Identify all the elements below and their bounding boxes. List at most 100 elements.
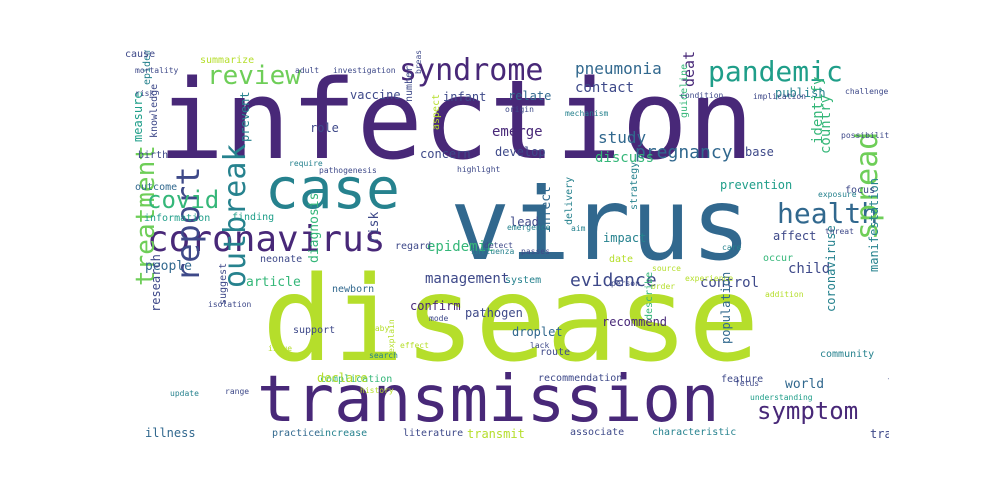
word-cause: cause [125,50,156,60]
word-confirm: confirm [410,299,461,313]
word-feature: feature [721,374,764,385]
word-literature: literature [403,428,464,439]
word-aspect-vertical: aspect [431,93,442,130]
word-highlight: highlight [457,165,501,174]
word-care: care [722,243,742,252]
word-mortality: mortality [135,66,179,75]
word-effect: effect [400,341,429,350]
word-impact: impact [603,231,647,245]
word-require: require [289,159,323,168]
word-people: people [145,259,192,274]
word-characteristic: characteristic [652,427,737,438]
word-route: route [540,347,571,358]
word-pneumonia: pneumonia [575,59,662,78]
word-world: world [785,377,825,392]
word-finding: finding [232,212,275,223]
word-measure-vertical: measure [131,91,145,142]
word-system: system [505,275,542,286]
word-passes: passes [521,247,550,256]
word-discuss: discuss [595,150,655,166]
word-date: date [609,254,634,265]
word-affect: affect [773,229,817,243]
word-prevent-vertical: prevent [238,91,252,142]
word-publish: publish [775,86,826,100]
word-strategy-vertical: strategy [629,161,640,210]
word-pandemic: pandemic [708,55,843,88]
word-country-vertical: country [818,94,834,154]
word-summarize: summarize [200,55,255,66]
word-aim: aim [571,224,586,233]
word-investigation: investigation [333,66,396,75]
word-coronavirus: coronavirus [147,219,386,260]
word-lead: lead [510,215,539,229]
word-epidemic: epidemic [427,239,495,255]
word-update: update [170,389,199,398]
word-prevention: prevention [720,178,793,192]
word-risk: risk [135,89,155,98]
word-symptom: symptom [757,397,859,425]
word-concern: concern [420,147,471,161]
word-case: case [265,157,400,222]
word-information: information [144,213,211,224]
word-contact: contact [575,80,635,96]
word-adult: adult [295,66,320,75]
word-complication: complication [320,374,393,385]
word-cloud: infection disease virus transmission case cor… [125,50,889,448]
word-newborn: newborn [332,284,375,295]
word-breastfeed-vertical: breastfeed [414,50,423,74]
word-declare: declare [317,371,368,385]
word-condition: condition [680,91,724,100]
word-disease: disease [262,250,760,388]
word-possibility: possibility [841,131,889,140]
word-transmit: transmit [467,427,525,441]
word-recommend: recommend [602,315,668,329]
word-review: review [207,61,301,91]
word-illness: illness [145,426,196,440]
word-fetus: fetus [735,379,760,388]
word-range: range [225,387,250,396]
word-study: study [598,128,647,147]
word-recommendation: recommendation [538,373,623,384]
word-syndrome: syndrome [399,53,544,88]
word-relate: relate [508,89,552,103]
word-pathogen: pathogen [465,306,523,320]
word-droplet: droplet [512,325,563,339]
word-infant: infant [443,90,487,104]
word-article: article [246,275,301,290]
word-history: history [360,386,394,395]
word-management: management [425,271,510,287]
word-pathogenesis: pathogenesis [319,166,377,175]
word-research-vertical: research [149,254,163,312]
word-emergence: emergence [507,223,551,232]
word-control: control [700,275,760,291]
word-transmission: transmission [257,363,720,437]
word-challenge: challenge [845,87,889,96]
word-mode: mode [429,314,449,323]
word-describe-vertical: describe [644,271,655,320]
word-detect: detect [484,241,513,250]
word-evidence: evidence [570,270,657,291]
word-birth: birth [138,150,169,161]
word-tract: tract [870,427,889,441]
word-focus: focus [845,185,876,196]
word-exposure: exposure [818,190,857,199]
word-outcome: outcome [135,182,178,193]
word-associate: associate [570,427,625,438]
word-practice: practice [272,428,321,439]
word-increase: increase [319,428,368,439]
word-virus: virus [450,166,752,283]
word-role: role [310,121,339,135]
word-threat: threat [825,227,854,236]
word-health: health [777,197,879,230]
word-coronaviruse-vertical: coronaviruse [824,225,838,312]
word-suggest-vertical: suggest [218,262,229,305]
word-infection: infection [158,56,755,184]
word-order: order [651,282,676,291]
word-neonate: neonate [260,254,303,265]
word-support: support [293,325,336,336]
word-baby: baby [370,324,390,333]
word-origin: origin [505,105,534,114]
word-explain-vertical: explain [387,319,396,353]
word-risk-vertical: risk [367,211,382,243]
word-person: person [611,279,640,288]
